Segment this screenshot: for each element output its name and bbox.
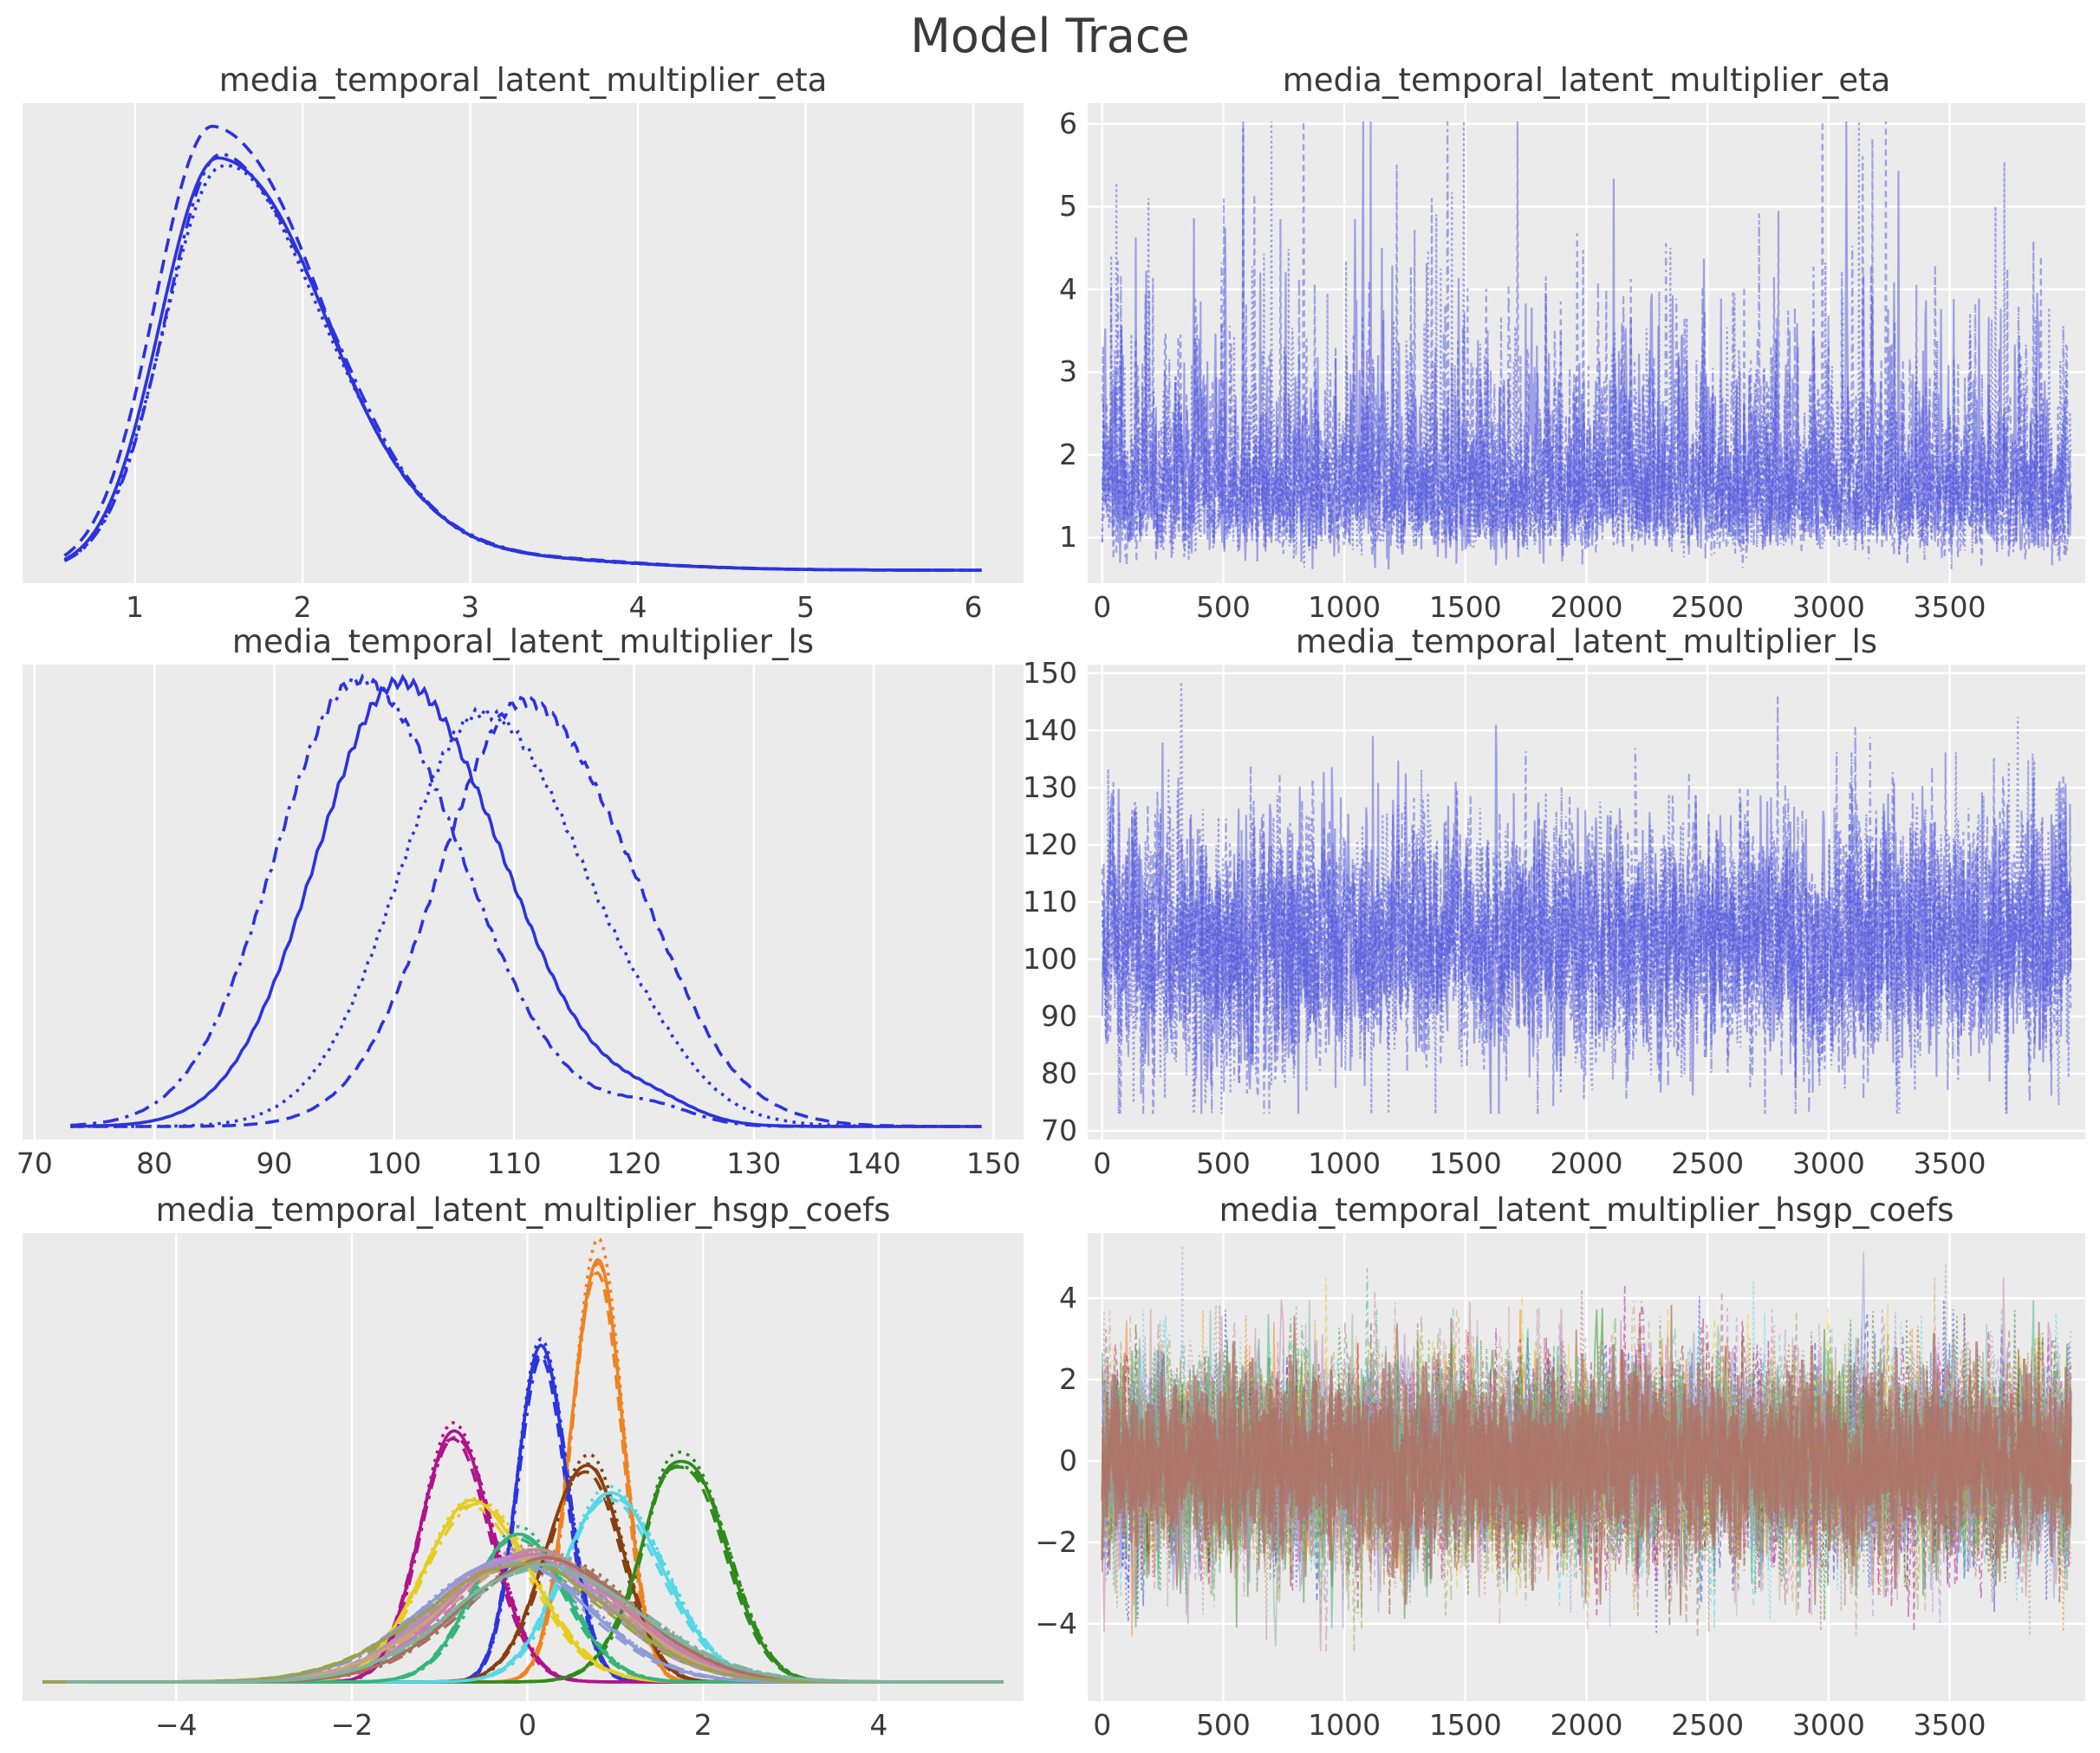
x-tick-label: 3 — [461, 590, 480, 624]
y-tick-label: −4 — [1035, 1606, 1077, 1640]
x-tick-label: 3000 — [1791, 1708, 1865, 1742]
panel-title-eta-trace: media_temporal_latent_multiplier_eta — [1282, 62, 1891, 99]
x-tick-label: 1000 — [1308, 1146, 1382, 1180]
x-tick-label: 0 — [1093, 1708, 1112, 1742]
y-tick-label: 90 — [1041, 999, 1077, 1034]
x-tick-label: 500 — [1195, 1146, 1251, 1180]
y-tick-label: 2 — [1059, 437, 1077, 471]
panel-title-ls-trace: media_temporal_latent_multiplier_ls — [1295, 623, 1878, 660]
x-tick-label: 3000 — [1791, 590, 1865, 624]
x-tick-label: 1500 — [1428, 1708, 1502, 1742]
x-tick-label: 6 — [964, 590, 983, 624]
x-tick-label: 500 — [1195, 590, 1251, 624]
y-tick-label: 110 — [1023, 885, 1077, 919]
x-tick-label: 1000 — [1308, 590, 1382, 624]
y-tick-label: 70 — [1041, 1113, 1077, 1148]
x-tick-label: 1000 — [1308, 1708, 1382, 1742]
y-tick-label: 2 — [1059, 1362, 1077, 1397]
x-tick-label: 1500 — [1428, 1146, 1502, 1180]
x-tick-label: 2 — [693, 1708, 712, 1742]
x-tick-label: 4 — [869, 1708, 888, 1742]
panel-title-eta-density: media_temporal_latent_multiplier_eta — [218, 62, 828, 99]
x-tick-label: −2 — [330, 1708, 374, 1742]
x-tick-label: 2 — [293, 590, 312, 624]
x-tick-label: 100 — [367, 1146, 422, 1180]
x-tick-label: 80 — [136, 1146, 173, 1180]
y-tick-label: 130 — [1023, 769, 1077, 804]
figure-title: Model Trace — [910, 9, 1190, 63]
x-tick-label: 140 — [846, 1146, 901, 1180]
x-tick-label: −4 — [154, 1708, 198, 1742]
y-tick-label: 5 — [1059, 189, 1077, 224]
eta-density-plot — [23, 103, 1024, 583]
x-tick-label: 120 — [606, 1146, 661, 1180]
x-tick-label: 2500 — [1671, 1146, 1745, 1180]
panel-title-hsgp-density: media_temporal_latent_multiplier_hsgp_co… — [155, 1191, 891, 1229]
x-tick-label: 3500 — [1913, 1146, 1986, 1180]
x-tick-label: 0 — [1093, 590, 1112, 624]
y-tick-label: 0 — [1059, 1443, 1077, 1477]
x-tick-label: 150 — [965, 1146, 1021, 1180]
y-tick-label: −2 — [1035, 1524, 1077, 1559]
y-tick-label: 120 — [1023, 827, 1077, 861]
x-tick-label: 4 — [628, 590, 647, 624]
ls-density-plot — [23, 665, 1024, 1139]
x-tick-label: 0 — [518, 1708, 537, 1742]
x-tick-label: 1 — [126, 590, 145, 624]
y-tick-label: 1 — [1059, 520, 1077, 555]
x-tick-label: 3500 — [1913, 1708, 1986, 1742]
y-tick-label: 80 — [1041, 1056, 1077, 1091]
x-tick-label: 2500 — [1671, 590, 1745, 624]
eta-trace-plot — [1088, 103, 2085, 583]
x-tick-label: 2000 — [1550, 1708, 1623, 1742]
panel-title-ls-density: media_temporal_latent_multiplier_ls — [231, 623, 815, 660]
y-tick-label: 3 — [1059, 354, 1077, 389]
ls-trace-plot — [1088, 665, 2085, 1139]
y-tick-label: 4 — [1059, 271, 1077, 306]
x-tick-label: 2000 — [1550, 590, 1623, 624]
panel-title-hsgp-trace: media_temporal_latent_multiplier_hsgp_co… — [1219, 1191, 1954, 1229]
x-tick-label: 2500 — [1671, 1708, 1745, 1742]
x-tick-label: 3500 — [1913, 590, 1986, 624]
x-tick-label: 1500 — [1428, 590, 1502, 624]
hsgp-density-plot — [23, 1233, 1024, 1701]
y-tick-label: 4 — [1059, 1281, 1077, 1315]
x-tick-label: 90 — [256, 1146, 293, 1180]
x-tick-label: 70 — [16, 1146, 53, 1180]
x-tick-label: 5 — [796, 590, 815, 624]
x-tick-label: 2000 — [1550, 1146, 1623, 1180]
y-tick-label: 100 — [1023, 942, 1077, 977]
x-tick-label: 0 — [1093, 1146, 1112, 1180]
x-tick-label: 500 — [1195, 1708, 1251, 1742]
y-tick-label: 6 — [1059, 106, 1077, 140]
hsgp-trace-plot — [1088, 1233, 2085, 1701]
y-tick-label: 150 — [1023, 655, 1077, 690]
x-tick-label: 130 — [726, 1146, 782, 1180]
y-tick-label: 140 — [1023, 712, 1077, 747]
x-tick-label: 3000 — [1791, 1146, 1865, 1180]
x-tick-label: 110 — [486, 1146, 542, 1180]
